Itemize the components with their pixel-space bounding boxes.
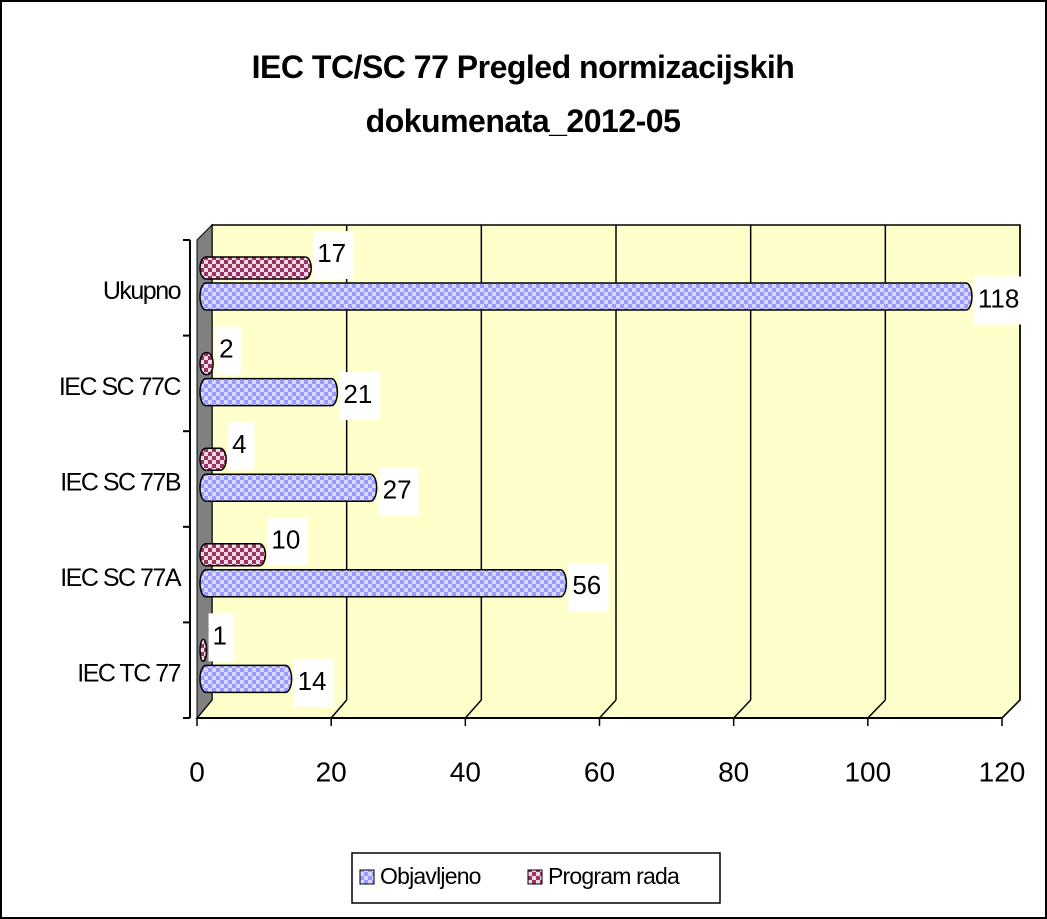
value-label-bg [973, 276, 1028, 325]
y-tick-label: IEC SC 77B [60, 468, 181, 496]
grid-line [464, 699, 482, 719]
grid-line [733, 699, 752, 719]
grid-line [867, 699, 886, 719]
value-label: 27 [383, 475, 412, 505]
y-tick-label: IEC SC 77A [60, 564, 182, 592]
x-tick-label: 40 [450, 756, 481, 787]
x-tick-label: 20 [316, 756, 347, 787]
bar [199, 543, 267, 567]
value-label: 2 [219, 333, 233, 363]
grid-line [598, 699, 617, 719]
value-label: 1 [213, 620, 227, 650]
value-label-bg [215, 326, 242, 375]
value-label: 4 [232, 429, 246, 459]
bar [199, 282, 973, 311]
x-tick-label: 60 [584, 756, 615, 787]
value-label: 118 [978, 283, 1019, 313]
bar [199, 256, 312, 280]
grid-line [1001, 699, 1021, 719]
y-tick-label: IEC TC 77 [77, 660, 180, 688]
bar [199, 473, 378, 502]
value-label: 17 [317, 238, 346, 268]
bar [199, 638, 208, 663]
grid-line [330, 699, 348, 719]
value-label-bg [228, 422, 255, 471]
bar [199, 351, 214, 376]
bar [199, 377, 339, 407]
x-tick-label: 120 [979, 756, 1026, 787]
value-label: 21 [343, 379, 372, 409]
y-tick-label: Ukupno [103, 277, 181, 305]
value-label-bg [293, 658, 334, 707]
value-label: 14 [298, 666, 327, 696]
bar [199, 664, 293, 694]
value-label-bg [339, 372, 380, 421]
legend-swatch [359, 869, 375, 885]
value-label-bg [267, 517, 308, 566]
x-tick-label: 80 [718, 756, 749, 787]
legend-label: Objavljeno [380, 863, 481, 889]
value-label-bg [568, 563, 609, 612]
value-label: 10 [271, 525, 300, 555]
y-tick-label: IEC SC 77C [59, 373, 182, 401]
value-label-bg [208, 613, 235, 662]
value-label-bg [313, 231, 354, 279]
bar [199, 447, 227, 471]
legend-swatch [527, 869, 543, 885]
legend-label: Program rada [548, 863, 680, 889]
value-label-bg [378, 467, 419, 516]
value-label: 56 [572, 570, 601, 600]
x-tick-label: 0 [189, 756, 205, 787]
x-tick-label: 100 [844, 756, 891, 787]
bar [199, 569, 568, 598]
chart-title: IEC TC/SC 77 Pregled normizacijskih doku… [251, 49, 795, 139]
